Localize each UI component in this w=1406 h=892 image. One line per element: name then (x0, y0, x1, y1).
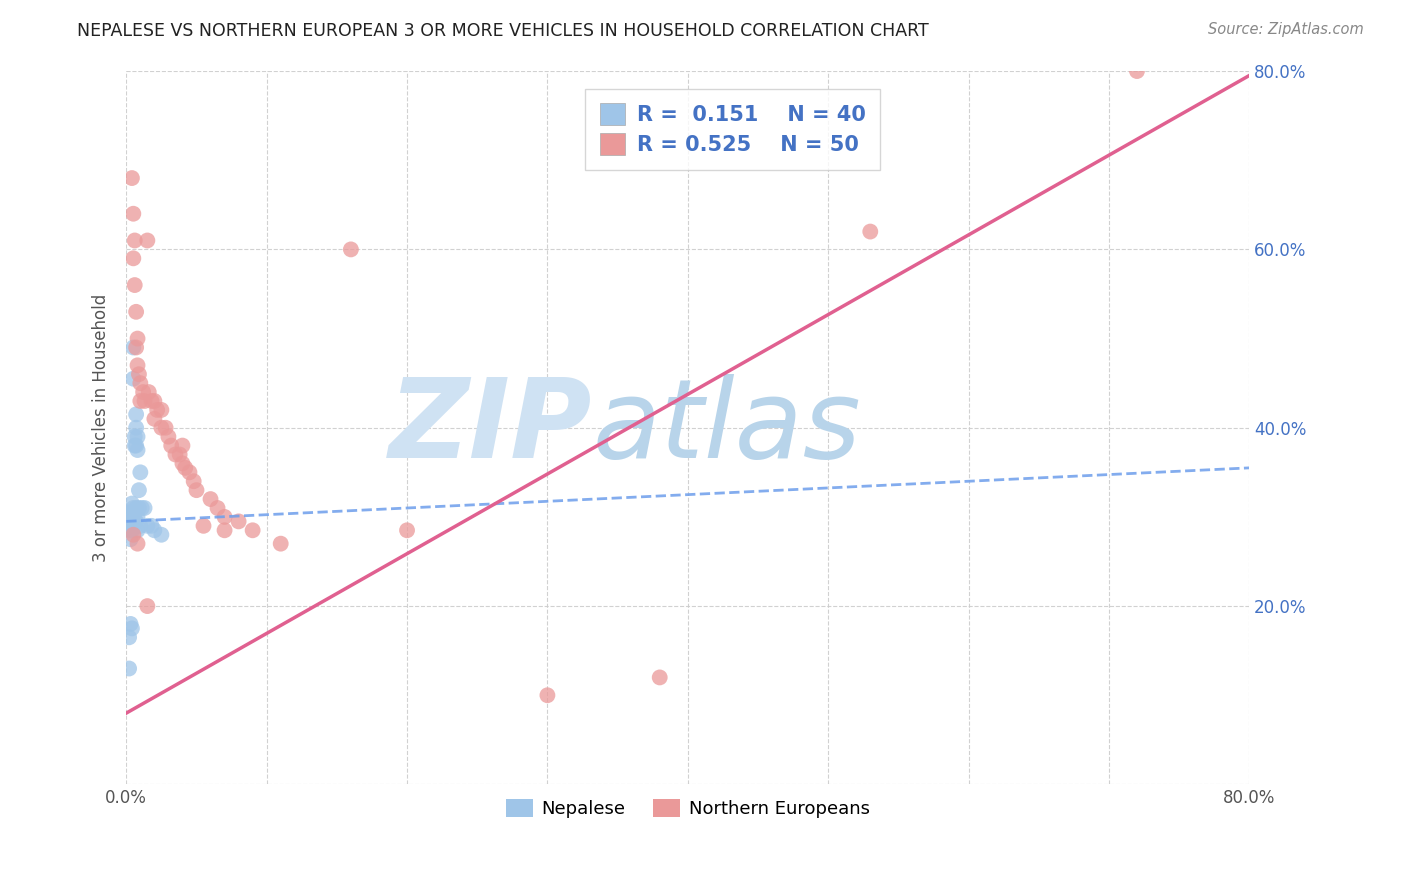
Point (125, 515, 148, 529)
Point (124, 439, 146, 453)
Point (131, 501, 153, 516)
Point (648, 670, 671, 684)
Point (143, 394, 166, 409)
Point (143, 523, 166, 537)
Point (134, 394, 156, 409)
Point (1126, 64, 1149, 78)
Point (193, 518, 215, 533)
Point (132, 385, 155, 400)
Point (127, 430, 149, 444)
Point (134, 501, 156, 516)
Point (536, 688, 558, 702)
Point (125, 501, 148, 516)
Point (121, 506, 143, 520)
Point (120, 532, 142, 546)
Point (155, 421, 177, 435)
Point (129, 466, 152, 480)
Point (207, 501, 229, 516)
Point (127, 510, 149, 524)
Point (122, 252, 145, 266)
Point (214, 523, 236, 537)
Point (150, 421, 173, 435)
Point (121, 621, 143, 635)
Point (129, 394, 152, 409)
Point (122, 510, 145, 524)
Text: NEPALESE VS NORTHERN EUROPEAN 3 OR MORE VEHICLES IN HOUSEHOLD CORRELATION CHART: NEPALESE VS NORTHERN EUROPEAN 3 OR MORE … (77, 22, 929, 40)
Point (165, 448, 187, 462)
Text: atlas: atlas (592, 375, 860, 482)
Point (150, 403, 173, 417)
Point (136, 518, 159, 533)
Point (121, 171, 143, 186)
Point (127, 332, 149, 346)
Point (124, 430, 146, 444)
Point (169, 448, 191, 462)
Point (122, 501, 145, 516)
Point (228, 515, 250, 529)
Point (120, 523, 142, 537)
Point (143, 412, 166, 426)
Point (172, 439, 194, 453)
Point (136, 599, 159, 613)
Point (157, 430, 180, 444)
Point (138, 385, 160, 400)
Point (160, 439, 183, 453)
Point (127, 359, 149, 373)
Point (179, 466, 201, 480)
Point (396, 523, 419, 537)
Point (340, 243, 363, 257)
Text: Source: ZipAtlas.com: Source: ZipAtlas.com (1208, 22, 1364, 37)
Point (121, 523, 143, 537)
Point (127, 536, 149, 550)
Point (174, 461, 197, 475)
Point (127, 443, 149, 458)
Point (125, 439, 148, 453)
Point (128, 483, 150, 498)
Point (129, 376, 152, 391)
Point (124, 506, 146, 520)
Point (122, 372, 145, 386)
Point (270, 536, 292, 550)
Point (129, 518, 152, 533)
Point (118, 661, 141, 675)
Point (121, 497, 143, 511)
Point (150, 527, 173, 541)
Point (146, 403, 169, 417)
Point (125, 408, 148, 422)
Point (124, 278, 146, 293)
Point (172, 457, 194, 471)
Point (214, 510, 236, 524)
Point (124, 234, 146, 248)
Point (125, 341, 148, 355)
Point (200, 492, 222, 507)
Point (121, 515, 143, 529)
Point (118, 630, 141, 644)
Legend: Nepalese, Northern Europeans: Nepalese, Northern Europeans (498, 792, 877, 825)
Point (120, 515, 142, 529)
Point (124, 515, 146, 529)
Text: ZIP: ZIP (389, 375, 592, 482)
Point (127, 523, 149, 537)
Point (128, 501, 150, 516)
Point (122, 341, 145, 355)
Y-axis label: 3 or more Vehicles in Household: 3 or more Vehicles in Household (93, 293, 110, 562)
Point (186, 483, 208, 498)
Point (118, 506, 141, 520)
Point (128, 368, 150, 382)
Point (136, 234, 159, 248)
Point (183, 475, 205, 489)
Point (125, 421, 148, 435)
Point (120, 616, 142, 631)
Point (141, 518, 163, 533)
Point (122, 207, 145, 221)
Point (859, 225, 882, 239)
Point (125, 305, 148, 319)
Point (141, 394, 163, 409)
Point (122, 518, 145, 533)
Point (242, 523, 264, 537)
Point (122, 527, 145, 541)
